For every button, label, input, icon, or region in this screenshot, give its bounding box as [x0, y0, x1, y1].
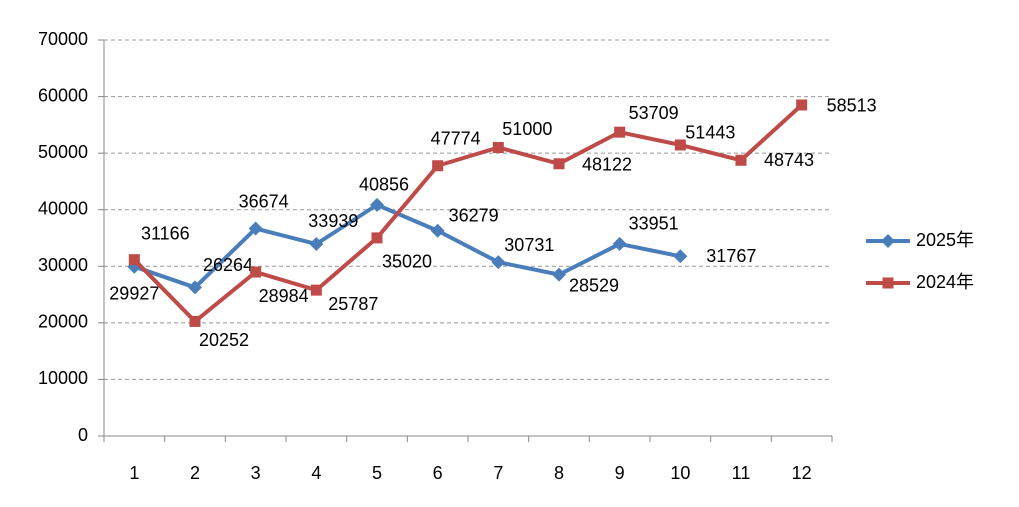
point-marker [614, 126, 626, 138]
point-marker [430, 223, 445, 238]
x-tick-label: 5 [372, 463, 382, 483]
x-tick-label: 9 [615, 463, 625, 483]
data-label: 33939 [308, 211, 358, 231]
point-marker [309, 237, 324, 252]
data-label: 29927 [109, 283, 159, 303]
point-marker [250, 266, 262, 278]
y-tick-label: 0 [78, 425, 88, 445]
data-label: 58513 [827, 96, 877, 116]
data-label: 36674 [239, 191, 289, 211]
data-label: 48122 [582, 155, 632, 175]
point-marker [370, 197, 384, 212]
point-marker [491, 255, 506, 270]
point-marker [552, 267, 566, 282]
point-marker [128, 254, 140, 266]
data-label: 28984 [259, 286, 309, 306]
data-label: 31767 [706, 246, 756, 266]
y-tick-label: 10000 [38, 368, 88, 388]
data-label: 31166 [141, 223, 190, 243]
data-label: 20252 [199, 330, 249, 350]
x-tick-label: 6 [433, 463, 443, 483]
series-line [133, 202, 681, 290]
data-label: 26264 [203, 255, 253, 275]
x-tick-label: 8 [554, 463, 564, 483]
x-tick-label: 1 [129, 463, 139, 483]
data-label: 36279 [449, 206, 499, 226]
data-label: 51443 [685, 123, 735, 143]
point-marker [492, 141, 504, 153]
y-tick-label: 70000 [38, 29, 88, 49]
point-marker [553, 158, 565, 170]
data-label: 33951 [629, 214, 679, 234]
data-label: 35020 [382, 252, 432, 272]
data-label: 25787 [328, 294, 378, 314]
point-marker [371, 232, 383, 244]
data-label: 53709 [629, 103, 679, 123]
legend-label: 2024年 [916, 272, 974, 292]
legend-label: 2025年 [916, 230, 974, 250]
point-marker [310, 284, 322, 296]
data-label: 48743 [764, 150, 814, 170]
data-label: 47774 [431, 128, 481, 148]
y-tick-label: 30000 [38, 255, 88, 275]
point-marker [673, 249, 688, 264]
point-marker [674, 139, 686, 151]
y-tick-label: 60000 [38, 85, 88, 105]
legend-marker [881, 234, 895, 248]
y-tick-label: 40000 [38, 198, 88, 218]
point-marker [735, 154, 747, 166]
point-marker [796, 99, 808, 111]
point-marker [432, 160, 444, 172]
series-line [132, 103, 804, 324]
point-marker [248, 221, 263, 236]
x-tick-label: 12 [792, 463, 812, 483]
point-marker [188, 280, 202, 295]
data-label: 51000 [502, 119, 552, 139]
y-tick-label: 50000 [38, 142, 88, 162]
x-tick-label: 11 [732, 463, 751, 483]
x-tick-label: 7 [493, 463, 503, 483]
x-tick-label: 4 [311, 463, 321, 483]
x-tick-label: 2 [190, 463, 200, 483]
data-label: 40856 [359, 175, 409, 195]
x-tick-label: 10 [670, 463, 690, 483]
data-label: 28529 [569, 275, 619, 295]
legend-marker [882, 277, 894, 289]
data-label: 30731 [504, 235, 554, 255]
point-marker [612, 236, 627, 251]
point-marker [189, 315, 201, 327]
y-tick-label: 20000 [38, 312, 88, 332]
x-tick-label: 3 [251, 463, 261, 483]
